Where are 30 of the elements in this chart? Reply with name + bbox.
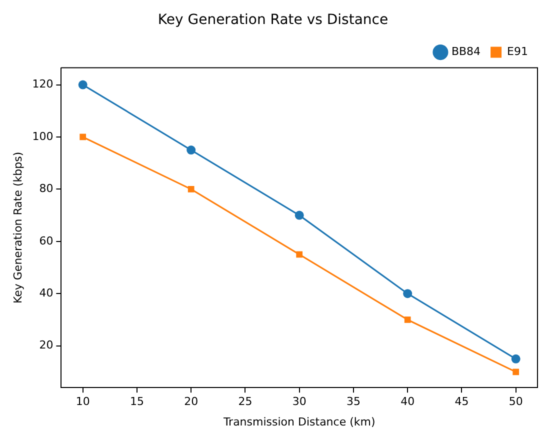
x-tick-label: 20: [184, 395, 198, 408]
x-tick-label: 45: [454, 395, 469, 408]
chart-title: Key Generation Rate vs Distance: [158, 12, 388, 28]
x-axis-title: Transmission Distance (km): [222, 415, 376, 428]
point: [78, 80, 88, 90]
point: [296, 251, 303, 258]
point: [188, 186, 194, 192]
x-tick-label: 50: [508, 395, 523, 408]
point: [80, 134, 86, 140]
x-tick-label: 35: [346, 395, 360, 408]
legend-label: E91: [507, 45, 528, 58]
y-axis-title: Key Generation Rate (kbps): [11, 152, 24, 304]
y-tick-label: 100: [32, 130, 54, 143]
point: [403, 289, 412, 298]
point: [294, 210, 304, 220]
y-tick-label: 120: [32, 78, 54, 91]
legend-label: BB84: [451, 45, 481, 58]
x-tick-label: 15: [130, 395, 144, 408]
x-tick-label: 10: [76, 395, 90, 408]
y-tick-label: 80: [39, 182, 54, 196]
y-tick-label: 40: [39, 286, 54, 300]
point: [512, 368, 520, 376]
x-tick-label: 25: [238, 395, 252, 408]
point: [404, 316, 411, 323]
y-tick-label: 20: [39, 338, 54, 352]
point: [511, 354, 520, 364]
y-tick-label: 60: [39, 234, 54, 248]
x-tick-label: 30: [292, 395, 306, 408]
point: [186, 146, 196, 155]
x-tick-label: 40: [400, 395, 415, 408]
